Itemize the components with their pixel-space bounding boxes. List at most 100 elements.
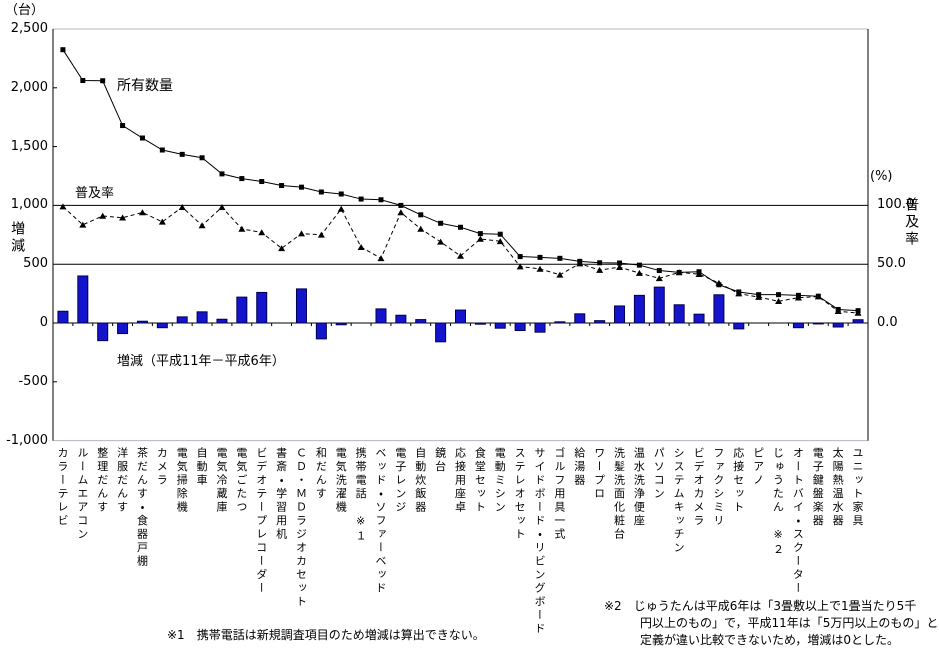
category-label: ベッド・ソファーベッド bbox=[373, 447, 387, 596]
category-label: 電子鍵盤楽器 bbox=[811, 447, 825, 528]
rate-marker bbox=[794, 294, 802, 301]
quantity-marker bbox=[517, 254, 523, 260]
left-tick-label: 0 bbox=[39, 315, 48, 330]
delta-bar bbox=[117, 322, 129, 335]
quantity-marker bbox=[259, 179, 265, 185]
quantity-marker bbox=[656, 268, 662, 274]
category-label: 自動車 bbox=[195, 447, 209, 488]
rate-marker bbox=[218, 203, 226, 210]
rate-marker bbox=[854, 309, 862, 316]
footnote-2-line3: 定義が違い比較できないため，増減は0とした。 bbox=[640, 633, 900, 647]
category-label: 整理だんす bbox=[95, 447, 109, 515]
delta-bar bbox=[236, 296, 248, 324]
rate-marker bbox=[814, 293, 822, 300]
delta-bar bbox=[594, 320, 606, 324]
rate-marker bbox=[476, 235, 484, 242]
rate-marker bbox=[258, 229, 266, 236]
delta-bar bbox=[614, 305, 626, 324]
rate-marker bbox=[337, 205, 345, 212]
left-tick-label: 1,000 bbox=[10, 197, 48, 213]
rate-marker bbox=[297, 230, 305, 237]
rate-marker bbox=[755, 293, 763, 300]
category-label: 給湯器 bbox=[572, 447, 586, 488]
rate-marker bbox=[616, 263, 624, 270]
delta-bar bbox=[295, 288, 307, 324]
rate-marker bbox=[59, 203, 67, 210]
rate-marker bbox=[715, 279, 723, 286]
quantity-marker bbox=[219, 171, 225, 177]
category-label: ピアノ bbox=[751, 447, 765, 488]
left-axis-unit: （台） bbox=[5, 3, 45, 18]
rate-marker bbox=[556, 271, 564, 278]
delta-bar bbox=[673, 304, 685, 324]
delta-bar bbox=[315, 322, 327, 340]
quantity-marker bbox=[120, 123, 126, 129]
category-label: 鏡台 bbox=[433, 447, 447, 474]
quantity-marker bbox=[179, 151, 185, 157]
category-label: 茶だんす・食器戸棚 bbox=[135, 447, 149, 569]
category-label: カラーテレビ bbox=[55, 447, 69, 528]
left-tick-label: -1,000 bbox=[6, 432, 48, 448]
category-label: 応接用座卓 bbox=[453, 447, 467, 515]
rate-marker bbox=[397, 209, 405, 216]
quantity-marker bbox=[557, 255, 563, 261]
rate-marker bbox=[576, 260, 584, 267]
delta-bar bbox=[852, 319, 864, 324]
quantity-marker bbox=[617, 260, 623, 266]
rate-marker bbox=[596, 266, 604, 273]
delta-bar bbox=[97, 322, 109, 342]
quantity-marker bbox=[537, 254, 543, 260]
quantity-marker bbox=[139, 135, 145, 141]
left-tick-label: 1,500 bbox=[10, 138, 48, 154]
quantity-line bbox=[62, 49, 859, 312]
category-label: 電動ミシン bbox=[493, 447, 507, 515]
category-label: ゴルフ用具一式 bbox=[552, 447, 566, 542]
quantity-marker bbox=[597, 260, 603, 266]
quantity-marker bbox=[418, 212, 424, 218]
delta-bar bbox=[375, 308, 387, 324]
rate-marker bbox=[198, 222, 206, 229]
delta-bar bbox=[832, 322, 844, 328]
quantity-marker bbox=[636, 262, 642, 268]
rate-marker bbox=[536, 265, 544, 272]
footnote-2-line2: 円以上のもの」で，平成11年は「5万円以上のもの」と bbox=[640, 616, 939, 630]
category-label: 自動炊飯器 bbox=[413, 447, 427, 515]
quantity-marker bbox=[159, 147, 165, 153]
delta-bar bbox=[415, 319, 427, 324]
rate-line bbox=[62, 206, 859, 314]
left-axis-name: 増減 bbox=[9, 221, 26, 255]
rate-marker bbox=[675, 269, 683, 276]
rate-marker bbox=[278, 245, 286, 252]
quantity-marker bbox=[279, 183, 285, 189]
rate-marker bbox=[635, 269, 643, 276]
rate-marker bbox=[178, 203, 186, 210]
delta-bar bbox=[653, 286, 665, 324]
footnote-2-line1: ※2 じゅうたんは平成6年は「3畳敷以上で1畳当たり5千 bbox=[604, 599, 917, 613]
rate-marker bbox=[496, 238, 504, 245]
delta-bar bbox=[455, 309, 466, 324]
category-label: ビデオカメラ bbox=[692, 447, 706, 528]
left-tick-label: 2,500 bbox=[10, 21, 48, 36]
delta-bar bbox=[216, 318, 228, 324]
category-label: システムキッチン bbox=[672, 447, 686, 555]
quantity-marker bbox=[497, 231, 503, 237]
rate-marker bbox=[437, 238, 445, 245]
rate-marker bbox=[79, 221, 87, 228]
right-tick-label: 50.0 bbox=[877, 256, 906, 272]
category-label: サイドボード・リビングボード bbox=[533, 447, 546, 636]
delta-bar bbox=[77, 275, 89, 324]
quantity-marker bbox=[438, 220, 444, 226]
delta-bar bbox=[693, 313, 705, 324]
delta-bar bbox=[554, 321, 566, 324]
category-label: 電気冷蔵庫 bbox=[214, 447, 228, 515]
category-label: 洗髪洗面化粧台 bbox=[612, 447, 626, 542]
quantity-marker bbox=[100, 78, 106, 84]
delta-bar bbox=[176, 316, 188, 324]
rate-marker bbox=[655, 275, 663, 282]
rate-marker bbox=[138, 209, 146, 216]
right-tick-label: 0.0 bbox=[877, 315, 898, 330]
category-label: 温水洗浄便座 bbox=[632, 447, 646, 528]
category-label: オートバイ・スクーター bbox=[791, 447, 805, 596]
delta-bar bbox=[395, 314, 407, 324]
